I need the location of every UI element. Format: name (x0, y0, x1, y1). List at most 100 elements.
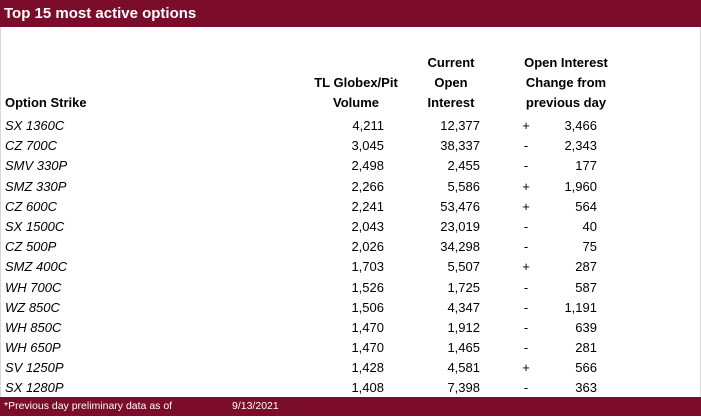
cell-change-value: 177 (575, 158, 597, 174)
cell-change-sign: - (523, 279, 529, 295)
cell-option-strike: SX 1280P (5, 380, 64, 396)
footer-bar: *Previous day preliminary data as of 9/1… (0, 397, 701, 416)
cell-change-sign: + (522, 259, 530, 275)
table-row: SX 1360C 4,211 12,377 +3,466 (1, 116, 701, 136)
header-option-strike-text: Option Strike (5, 95, 87, 110)
cell-option-strike: SMZ 400C (5, 259, 68, 275)
header-open-interest: Current Open Interest (406, 53, 496, 113)
cell-option-strike: WH 850C (5, 319, 62, 335)
cell-change-sign: - (523, 299, 529, 315)
cell-change-sign: - (523, 380, 529, 396)
cell-volume: 3,045 (351, 138, 384, 154)
table-row: WZ 850C 1,506 4,347 - 1,191 (1, 298, 701, 318)
header-oi-line-3: Interest (427, 95, 475, 110)
cell-change-sign: + (522, 118, 530, 133)
table-row: SMZ 400C 1,703 5,507 +287 (1, 257, 701, 277)
table-row: SV 1250P 1,428 4,581 +566 (1, 358, 701, 378)
header-oi-change: Open Interest Change from previous day (486, 53, 646, 113)
cell-change-sign: - (523, 239, 529, 255)
header-chg-line-1: Open Interest (524, 55, 608, 70)
table-body: SX 1360C 4,211 12,377 +3,466 CZ 700C 3,045 38,… (1, 116, 701, 419)
cell-option-strike: SMV 330P (5, 158, 68, 174)
cell-change-value: 281 (575, 340, 597, 356)
cell-volume: 1,703 (351, 259, 384, 275)
cell-open-interest: 12,377 (440, 118, 480, 133)
footer-note: *Previous day preliminary data as of (4, 400, 173, 412)
cell-open-interest: 23,019 (440, 218, 480, 234)
cell-volume: 1,506 (351, 299, 384, 315)
cell-open-interest: 1,465 (447, 340, 480, 356)
cell-change-value: 639 (575, 319, 597, 335)
cell-change-value: 1,960 (564, 178, 597, 194)
cell-change-value: 1,191 (564, 299, 597, 315)
cell-option-strike: WZ 850C (5, 299, 60, 315)
cell-change-sign: - (523, 158, 529, 174)
cell-open-interest: 34,298 (440, 239, 480, 255)
cell-option-strike: CZ 600C (5, 198, 58, 214)
header-oi-line-1: Current (427, 55, 475, 70)
table-row: SMZ 330P 2,266 5,586 +1,960 (1, 177, 701, 197)
table-row: SMV 330P 2,498 2,455 - 177 (1, 156, 701, 176)
cell-volume: 1,428 (351, 360, 384, 376)
cell-open-interest: 5,586 (447, 178, 480, 194)
cell-change-value: 75 (582, 239, 597, 255)
cell-change-value: 564 (575, 198, 597, 214)
cell-change-value: 287 (575, 259, 597, 275)
table-row: WH 850C 1,470 1,912 - 639 (1, 318, 701, 338)
cell-volume: 2,043 (351, 218, 384, 234)
cell-volume: 2,266 (351, 178, 384, 194)
table-row: WH 700C 1,526 1,725 - 587 (1, 278, 701, 298)
cell-change-sign: + (522, 360, 530, 376)
cell-option-strike: CZ 700C (5, 138, 58, 154)
cell-option-strike: SX 1500C (5, 218, 65, 234)
cell-open-interest: 7,398 (447, 380, 480, 396)
table-row: CZ 500P 2,026 34,298 - 75 (1, 237, 701, 257)
cell-change-sign: + (522, 198, 530, 214)
cell-open-interest: 4,581 (447, 360, 480, 376)
footer-date: 9/13/2021 (232, 400, 279, 412)
cell-change-sign: - (523, 340, 529, 356)
header-oi-line-2: Open (434, 75, 468, 90)
cell-option-strike: WH 700C (5, 279, 62, 295)
cell-change-sign: - (523, 218, 529, 234)
cell-volume: 2,026 (351, 239, 384, 255)
cell-open-interest: 1,912 (447, 319, 480, 335)
cell-change-sign: - (523, 138, 529, 154)
table-row: SX 1500C 2,043 23,019 - 40 (1, 217, 701, 237)
cell-open-interest: 38,337 (440, 138, 480, 154)
report-title: Top 15 most active options (0, 0, 701, 27)
cell-open-interest: 5,507 (447, 259, 480, 275)
cell-volume: 1,408 (351, 380, 384, 396)
cell-option-strike: CZ 500P (5, 239, 57, 255)
cell-change-value: 3,466 (564, 118, 597, 133)
table-row: SX 1280P 1,408 7,398 - 363 (1, 378, 701, 398)
cell-volume: 4,211 (352, 118, 384, 133)
cell-change-sign: - (523, 319, 529, 335)
cell-volume: 2,498 (351, 158, 384, 174)
header-volume-line-2: Volume (333, 95, 379, 110)
cell-open-interest: 1,725 (447, 279, 480, 295)
cell-change-value: 40 (582, 218, 597, 234)
header-option-strike: Option Strike (5, 93, 87, 113)
cell-change-value: 2,343 (564, 138, 597, 154)
cell-open-interest: 4,347 (447, 299, 480, 315)
options-table: Option Strike TL Globex/Pit Volume Curre… (0, 27, 701, 416)
header-chg-line-2: Change from (525, 75, 607, 90)
table-row: CZ 600C 2,241 53,476 +564 (1, 197, 701, 217)
header-volume: TL Globex/Pit Volume (301, 73, 411, 113)
header-chg-line-3: previous day (525, 95, 607, 110)
cell-volume: 1,526 (351, 279, 384, 295)
cell-volume: 2,241 (351, 198, 384, 214)
cell-open-interest: 2,455 (447, 158, 480, 174)
cell-option-strike: SMZ 330P (5, 178, 67, 194)
cell-change-sign: + (522, 178, 530, 194)
cell-option-strike: SX 1360C (5, 118, 65, 133)
cell-open-interest: 53,476 (440, 198, 480, 214)
cell-volume: 1,470 (351, 319, 384, 335)
cell-option-strike: WH 650P (5, 340, 61, 356)
table-row: CZ 700C 3,045 38,337 - 2,343 (1, 136, 701, 156)
cell-change-value: 363 (575, 380, 597, 396)
header-volume-line-1: TL Globex/Pit (314, 75, 398, 90)
table-row: WH 650P 1,470 1,465 - 281 (1, 338, 701, 358)
